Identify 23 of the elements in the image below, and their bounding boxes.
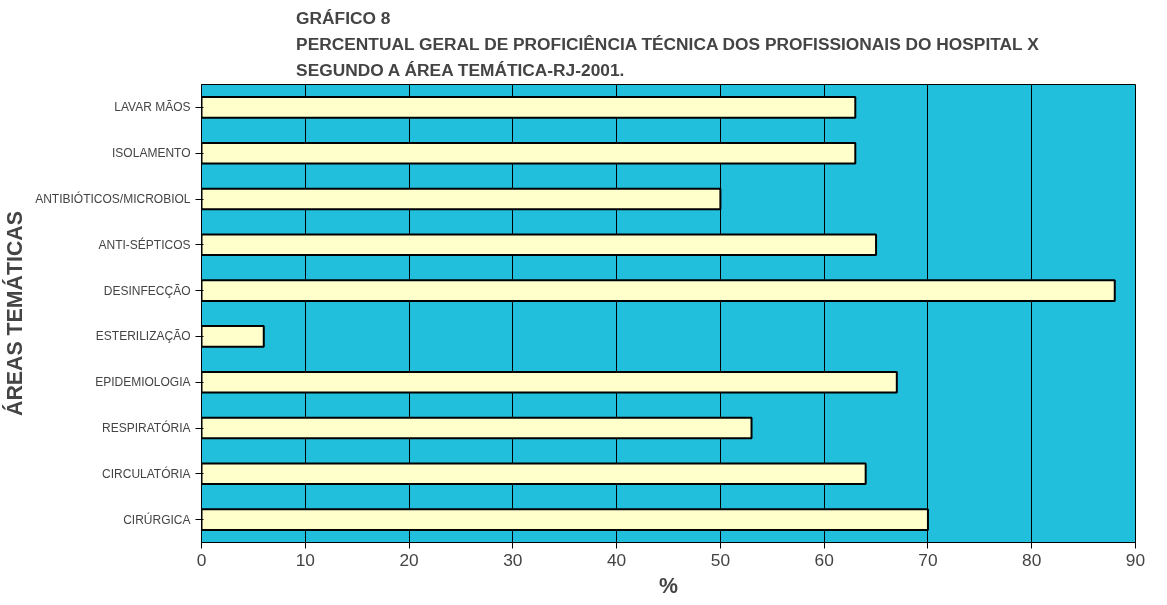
x-tick-label: 80 bbox=[1022, 549, 1042, 570]
x-tick-label: 50 bbox=[710, 549, 731, 570]
x-tick-label: 30 bbox=[503, 549, 523, 570]
y-tick-label: LAVAR MÃOS bbox=[114, 100, 191, 115]
x-axis-title: % bbox=[659, 573, 679, 598]
y-tick-label: DESINFECÇÃO bbox=[103, 283, 191, 298]
y-tick-label: ESTERILIZAÇÃO bbox=[95, 329, 191, 344]
x-tick-label: 10 bbox=[295, 549, 315, 570]
chart-title: GRÁFICO 8 PERCENTUAL GERAL DE PROFICIÊNCIA TÉCNICA DOS PROFISSIONAIS DO HOSPITAL X SEGUNDO A ÁREA TEMÁTICA-RJ-2001. bbox=[296, 7, 1040, 80]
y-tick-label: ISOLAMENTO bbox=[112, 146, 191, 161]
y-tick-label: CIRÚRGICA bbox=[123, 511, 191, 527]
y-tick-label: RESPIRATÓRIA bbox=[102, 420, 191, 435]
y-tick-label: EPIDEMIOLOGIA bbox=[95, 375, 191, 390]
y-tick-label: CIRCULATÓRIA bbox=[102, 465, 191, 481]
x-tick-label: 60 bbox=[814, 549, 834, 570]
y-tick-label: ANTIBIÓTICOS/MICROBIOL bbox=[35, 191, 191, 206]
x-tick-label: 20 bbox=[399, 549, 419, 570]
y-tick-label: ANTI-SÉPTICOS bbox=[98, 236, 191, 252]
x-tick-label: 70 bbox=[918, 549, 938, 570]
x-tick-label: 90 bbox=[1125, 549, 1146, 570]
y-axis-title: ÁREAS TEMÁTICAS bbox=[2, 211, 28, 416]
x-tick-label: 40 bbox=[606, 549, 627, 570]
x-tick-label: 0 bbox=[196, 549, 207, 570]
